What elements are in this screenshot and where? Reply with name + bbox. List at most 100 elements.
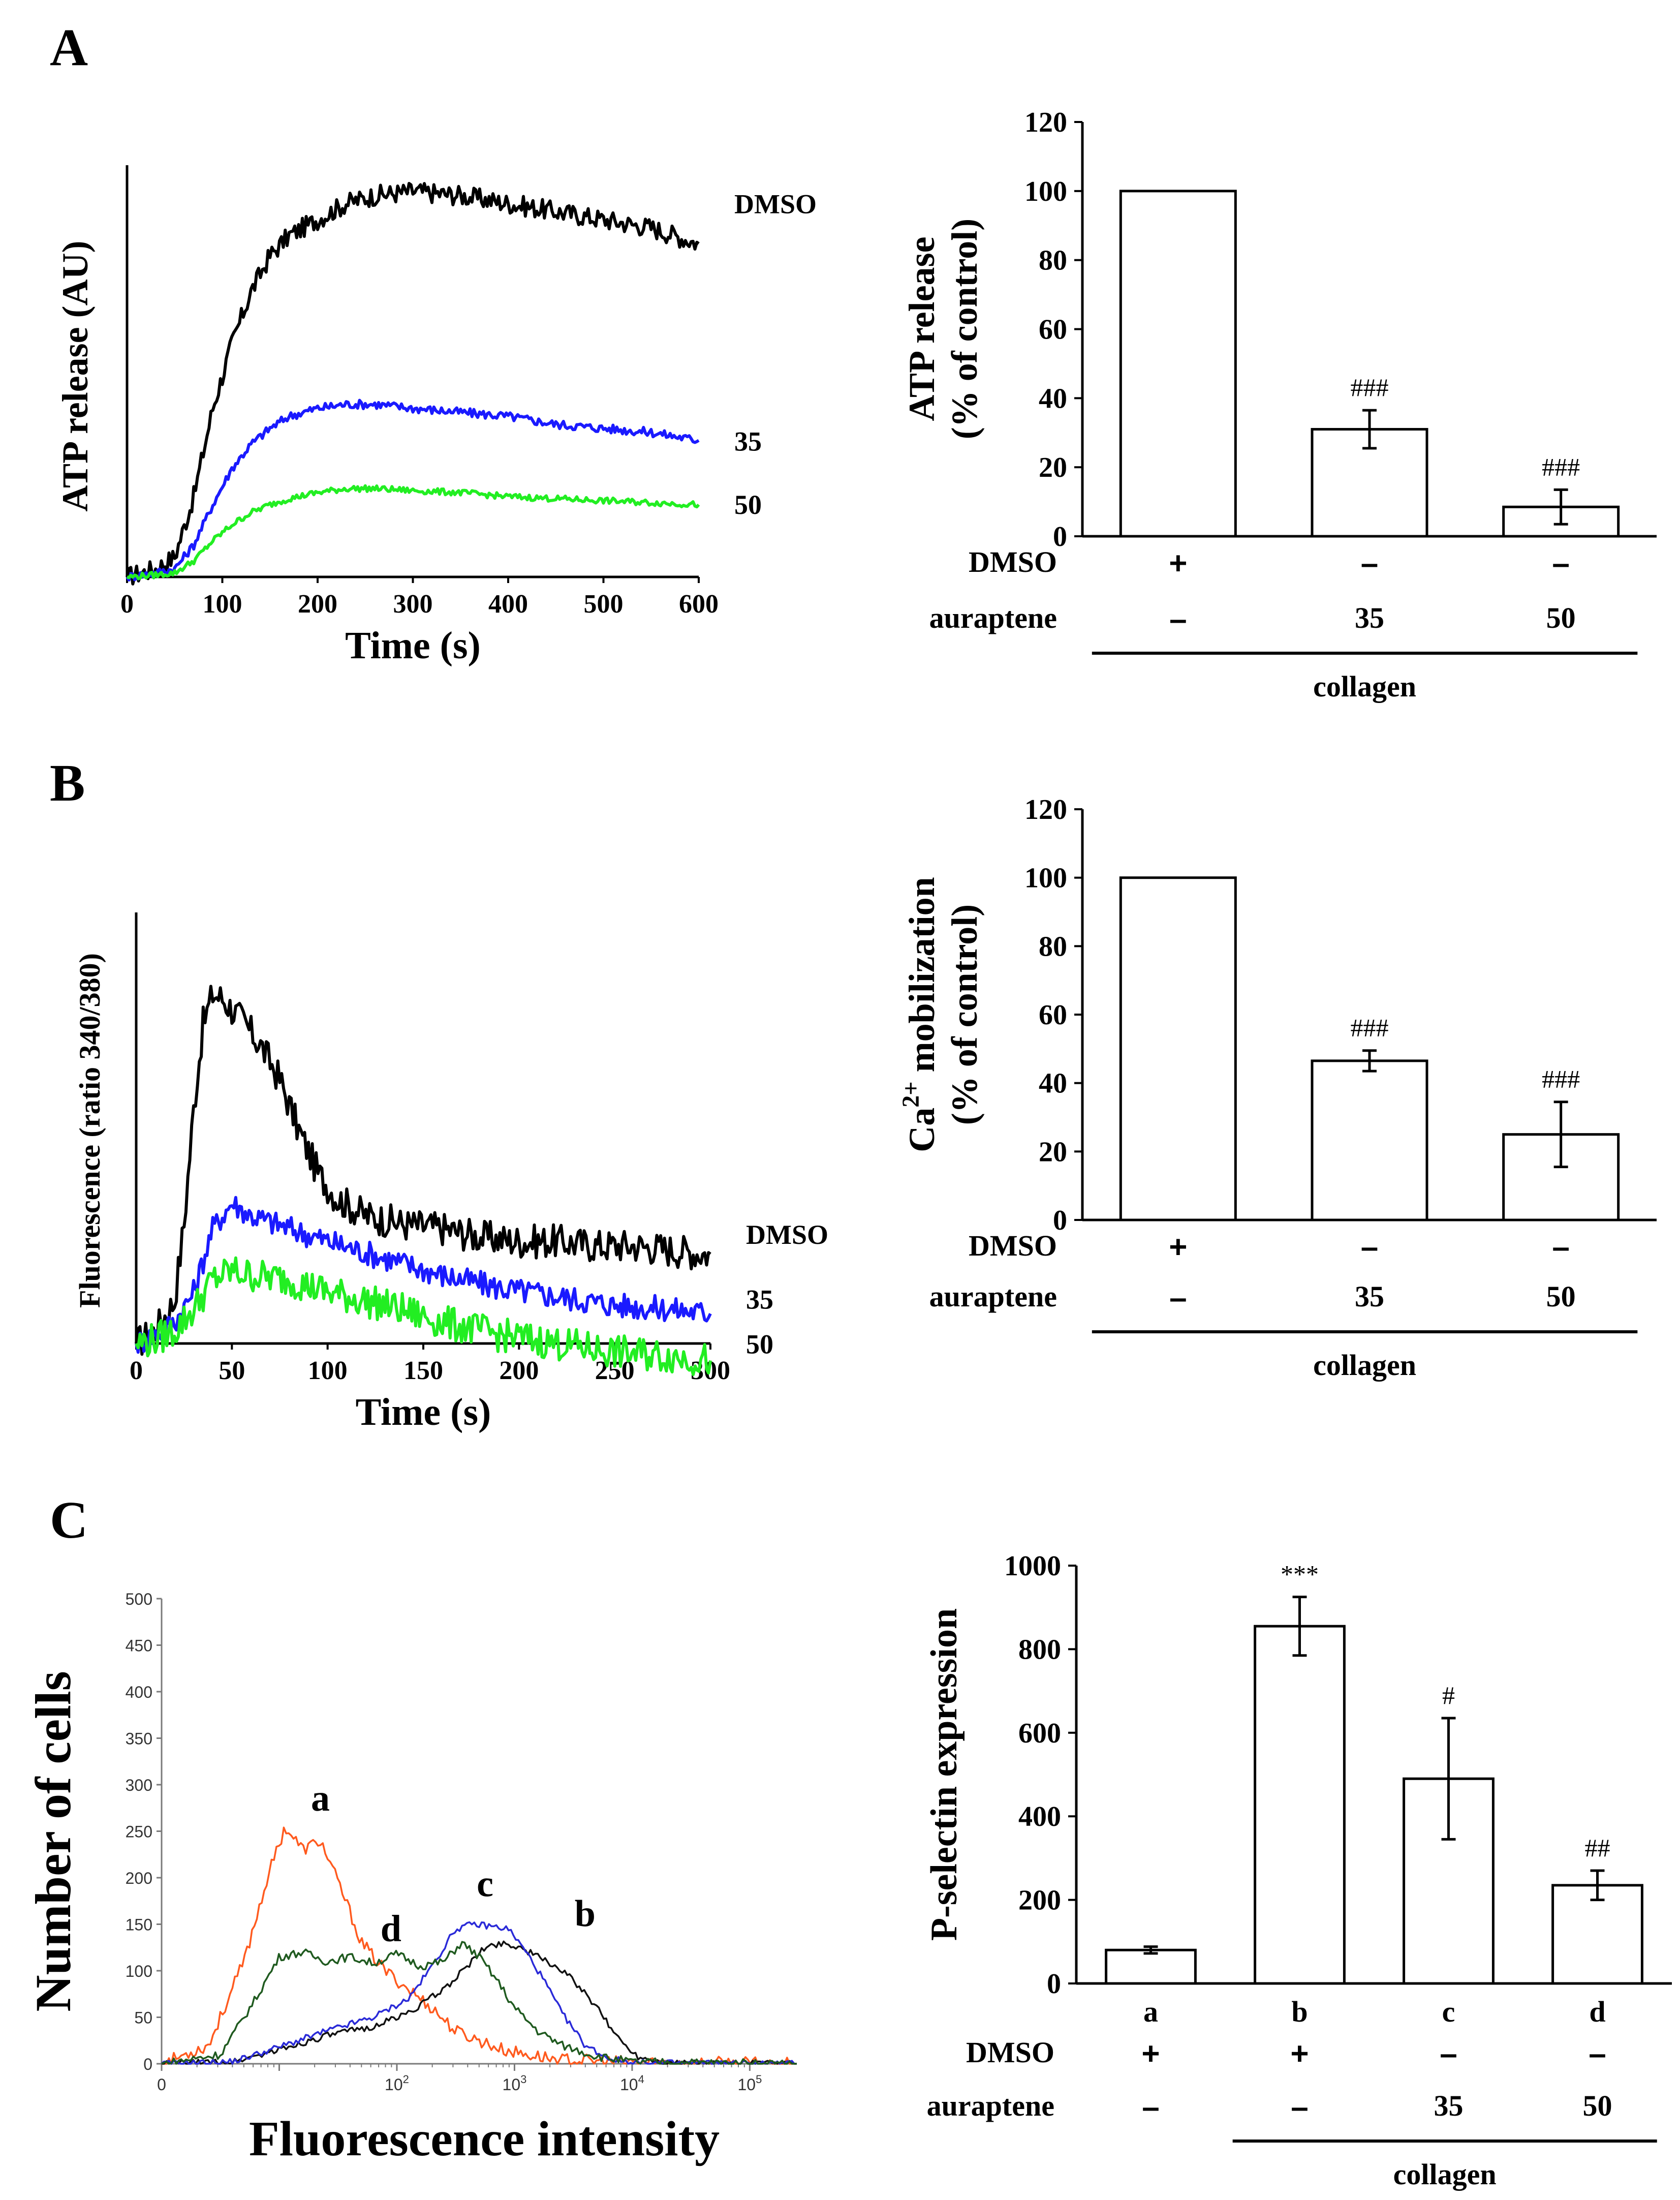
y-tick-label: 0 xyxy=(1053,521,1067,553)
row-cell: + xyxy=(1141,2036,1160,2071)
x-tick-label: 200 xyxy=(298,590,337,619)
x-tick-exp: 4 xyxy=(638,2073,644,2086)
row-cell: + xyxy=(1169,546,1187,581)
x-tick-label: 50 xyxy=(219,1356,245,1385)
histogram-label-b: b xyxy=(575,1893,596,1935)
x-tick-label: 500 xyxy=(584,590,624,619)
y-tick-label: 60 xyxy=(1039,314,1067,346)
panel-c-letter: C xyxy=(50,1491,88,1549)
y-tick-label: 100 xyxy=(126,1962,152,1980)
y-tick-label: 200 xyxy=(1018,1885,1061,1916)
y-tick-label: 200 xyxy=(126,1869,152,1887)
y-tick-label: 150 xyxy=(126,1916,152,1934)
significance-label: *** xyxy=(1281,1560,1319,1588)
x-tick-base: 10 xyxy=(737,2075,756,2094)
y-axis-title: ATP release (AU) xyxy=(55,240,96,511)
series-label-35: 35 xyxy=(746,1284,773,1315)
x-tick-label: 400 xyxy=(488,590,528,619)
group-letter: c xyxy=(1442,1995,1455,2028)
row-label-DMSO: DMSO xyxy=(969,1229,1057,1262)
y-tick-label: 400 xyxy=(1018,1801,1061,1832)
histogram-label-a: a xyxy=(311,1778,330,1819)
series-label-DMSO: DMSO xyxy=(746,1219,828,1250)
y-tick-label: 20 xyxy=(1039,1136,1067,1168)
y-axis-title-rest: mobilization xyxy=(901,877,942,1081)
series-label-50: 50 xyxy=(746,1329,773,1360)
bar-0 xyxy=(1119,190,1237,538)
y-axis-title-line2: (% of control) xyxy=(944,904,985,1125)
x-tick-base: 10 xyxy=(620,2075,638,2094)
row-label-DMSO: DMSO xyxy=(969,545,1057,578)
y-tick-label: 80 xyxy=(1039,931,1067,962)
y-axis-title-sup: 2+ xyxy=(897,1081,924,1107)
x-tick-label: 100 xyxy=(203,590,242,619)
panel-a-letter: A xyxy=(50,18,88,77)
A-trace-chart: 0 100 200 300 400 500 600 Time (s) ATP release (… xyxy=(55,165,817,667)
row-cell: – xyxy=(1169,602,1187,637)
group-letter: d xyxy=(1589,1995,1605,2028)
row-cell: – xyxy=(1361,546,1378,581)
y-axis-title-ca: Ca xyxy=(901,1108,942,1152)
A-bar-chart: 0 20 40 60 80 100 120 ### ### DMSO + – – auraptene – 35… xyxy=(901,107,1657,703)
group-letter: b xyxy=(1291,1995,1308,2028)
significance-label: ## xyxy=(1585,1834,1610,1862)
bar-1 xyxy=(1254,1625,1346,1985)
series-label-DMSO: DMSO xyxy=(734,189,817,219)
series-50-line xyxy=(135,1256,712,1377)
row-cell: 50 xyxy=(1583,2089,1612,2122)
y-tick-label: 80 xyxy=(1039,245,1067,277)
histogram-c-line xyxy=(161,1921,797,2065)
x-tick-label: 102 xyxy=(385,2073,409,2094)
bar-3 xyxy=(1551,1884,1643,1985)
x-tick-exp: 5 xyxy=(756,2073,762,2086)
bar-0 xyxy=(1119,876,1237,1221)
x-tick-label: 600 xyxy=(679,590,719,619)
x-tick-exp: 3 xyxy=(520,2073,526,2086)
y-tick-label: 0 xyxy=(143,2055,152,2073)
y-tick-label: 120 xyxy=(1024,794,1067,826)
row-label-auraptene: auraptene xyxy=(927,2089,1054,2122)
group-label: collagen xyxy=(1313,670,1416,703)
y-tick-label: 500 xyxy=(126,1590,152,1608)
row-cell: – xyxy=(1552,546,1569,581)
y-axis-title-line1: ATP release xyxy=(901,236,942,421)
x-tick-label: 105 xyxy=(737,2073,762,2094)
row-cell: 35 xyxy=(1355,601,1384,634)
series-DMSO-line xyxy=(135,985,711,1356)
row-cell: – xyxy=(1142,2090,1159,2125)
y-tick-label: 600 xyxy=(1018,1718,1061,1749)
x-tick-label: 100 xyxy=(308,1356,348,1385)
series-label-35: 35 xyxy=(734,426,762,456)
group-label: collagen xyxy=(1393,2158,1497,2191)
bar-0 xyxy=(1105,1948,1197,1985)
y-tick-label: 400 xyxy=(126,1683,152,1701)
histogram-b-line xyxy=(162,1940,797,2065)
series-35-line xyxy=(135,1196,712,1354)
y-tick-label: 40 xyxy=(1039,1068,1067,1099)
y-tick-label: 40 xyxy=(1039,383,1067,414)
x-tick-exp: 2 xyxy=(403,2073,409,2086)
y-axis-title: P-selectin expression xyxy=(923,1608,965,1941)
y-tick-label: 350 xyxy=(126,1730,152,1748)
significance-label: ### xyxy=(1542,452,1580,481)
significance-label: ### xyxy=(1542,1065,1580,1093)
x-axis-title: Fluorescence intensity xyxy=(249,2112,720,2166)
y-axis-title: Fluorescence (ratio 340/380) xyxy=(73,953,106,1308)
y-tick-label: 100 xyxy=(1024,863,1067,894)
histogram-label-c: c xyxy=(477,1863,493,1905)
x-tick-base: 10 xyxy=(385,2075,403,2094)
panel-b-letter: B xyxy=(50,754,85,812)
series-DMSO-line xyxy=(126,181,700,586)
row-cell: + xyxy=(1169,1230,1187,1265)
y-tick-label: 120 xyxy=(1024,107,1067,138)
group-label: collagen xyxy=(1313,1349,1416,1382)
y-tick-label: 250 xyxy=(126,1823,152,1841)
row-cell: – xyxy=(1552,1230,1569,1265)
row-cell: – xyxy=(1291,2090,1308,2125)
series-50-line xyxy=(126,484,700,580)
row-cell: 35 xyxy=(1355,1280,1384,1313)
